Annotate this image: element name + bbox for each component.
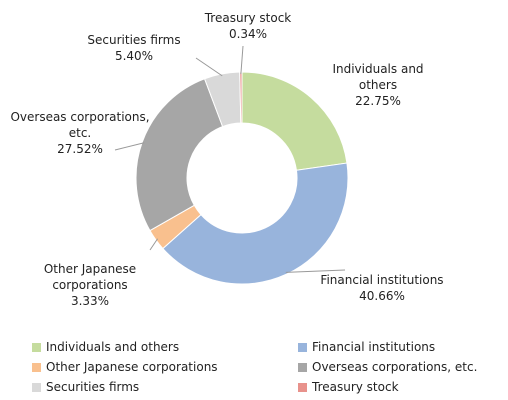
leader-line [285, 269, 346, 273]
donut-slice [241, 71, 348, 171]
donut-slice [162, 162, 349, 285]
data-label: Treasury stock 0.34% [193, 10, 303, 42]
data-label: Individuals and others 22.75% [313, 61, 443, 109]
data-label-value: 3.33% [70, 294, 110, 308]
legend-label: Financial institutions [312, 340, 436, 354]
data-label: Financial institutions 40.66% [312, 272, 452, 304]
data-label-value: 40.66% [359, 289, 405, 303]
leader-line [149, 238, 158, 251]
data-label: Overseas corporations, etc. 27.52% [0, 109, 160, 157]
legend-label: Securities firms [46, 380, 140, 394]
legend-swatch [298, 362, 307, 372]
legend-entry: Treasury stock [298, 380, 399, 394]
legend-swatch [298, 342, 307, 352]
data-label-name: Securities firms [87, 33, 181, 47]
leader-line [114, 142, 145, 151]
data-label-value: 5.40% [114, 49, 154, 63]
donut-slice [239, 71, 243, 124]
legend-entry: Securities firms [32, 380, 139, 394]
legend-label: Overseas corporations, etc. [312, 360, 478, 374]
legend-label: Treasury stock [312, 380, 399, 394]
data-label-value: 22.75% [355, 94, 401, 108]
legend-entry: Individuals and others [32, 340, 179, 354]
donut-slice [135, 78, 224, 232]
data-label-value: 0.34% [228, 27, 268, 41]
data-label-name: Financial institutions [320, 273, 444, 287]
data-label-name: Individuals and others [332, 62, 424, 92]
legend-entry: Overseas corporations, etc. [298, 360, 477, 374]
legend-swatch [32, 382, 41, 392]
data-label-name: Treasury stock [204, 11, 292, 25]
legend-label: Individuals and others [46, 340, 180, 354]
legend-swatch [32, 362, 41, 372]
legend-swatch [298, 382, 307, 392]
legend-swatch [32, 342, 41, 352]
legend-entry: Other Japanese corporations [32, 360, 218, 374]
data-label-name: Other Japanese corporations [43, 262, 137, 292]
legend-entry: Financial institutions [298, 340, 435, 354]
data-label-name: Overseas corporations, etc. [10, 110, 150, 140]
leader-line [195, 57, 223, 77]
leader-line [240, 45, 244, 75]
legend-label: Other Japanese corporations [46, 360, 218, 374]
data-label: Securities firms 5.40% [79, 32, 189, 64]
data-label-value: 27.52% [57, 142, 103, 156]
data-label: Other Japanese corporations 3.33% [35, 261, 145, 309]
